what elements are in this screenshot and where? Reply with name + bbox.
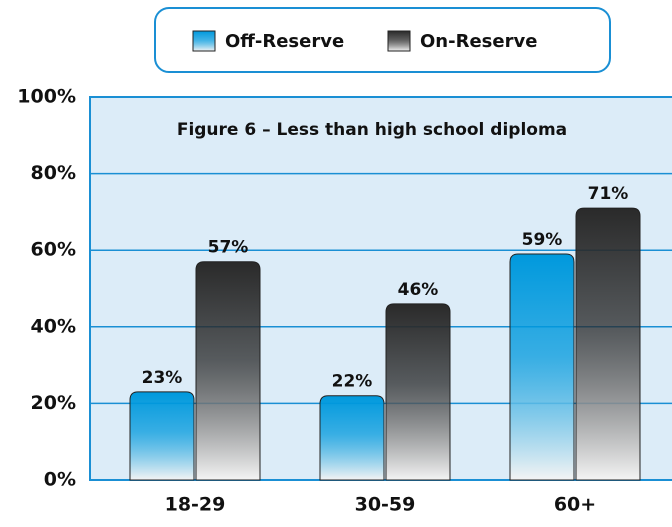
bar (319, 395, 385, 481)
value-label: 22% (332, 372, 373, 392)
y-tick-label: 20% (31, 392, 76, 414)
x-tick-label: 30-59 (355, 494, 416, 516)
chart-title: Figure 6 – Less than high school diploma (177, 120, 567, 140)
y-tick-label: 60% (31, 239, 76, 261)
bar (509, 253, 575, 481)
bar (129, 391, 195, 481)
legend-swatch (192, 30, 216, 52)
value-label: 71% (588, 184, 629, 204)
legend-label: On-Reserve (420, 31, 537, 52)
y-tick-label: 100% (17, 86, 76, 108)
y-tick-label: 80% (31, 162, 76, 184)
legend-label: Off-Reserve (225, 31, 344, 52)
legend-swatch (387, 30, 411, 52)
legend-box (154, 7, 611, 73)
bar (195, 261, 261, 481)
y-tick-label: 0% (44, 469, 76, 491)
value-label: 57% (208, 238, 249, 258)
value-label: 59% (522, 230, 563, 250)
bar (385, 303, 451, 481)
value-label: 46% (398, 280, 439, 300)
bar (575, 207, 641, 481)
x-tick-label: 18-29 (165, 494, 226, 516)
y-tick-label: 40% (31, 315, 76, 337)
value-label: 23% (142, 368, 183, 388)
x-tick-label: 60+ (554, 494, 596, 516)
